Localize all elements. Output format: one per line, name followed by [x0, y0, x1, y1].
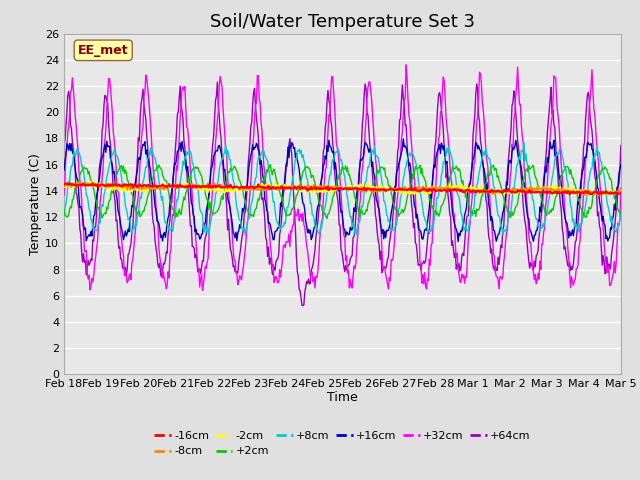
Title: Soil/Water Temperature Set 3: Soil/Water Temperature Set 3: [210, 12, 475, 31]
X-axis label: Time: Time: [327, 391, 358, 404]
Y-axis label: Temperature (C): Temperature (C): [29, 153, 42, 255]
Legend: -16cm, -8cm, -2cm, +2cm, +8cm, +16cm, +32cm, +64cm: -16cm, -8cm, -2cm, +2cm, +8cm, +16cm, +3…: [150, 426, 535, 461]
Text: EE_met: EE_met: [78, 44, 129, 57]
